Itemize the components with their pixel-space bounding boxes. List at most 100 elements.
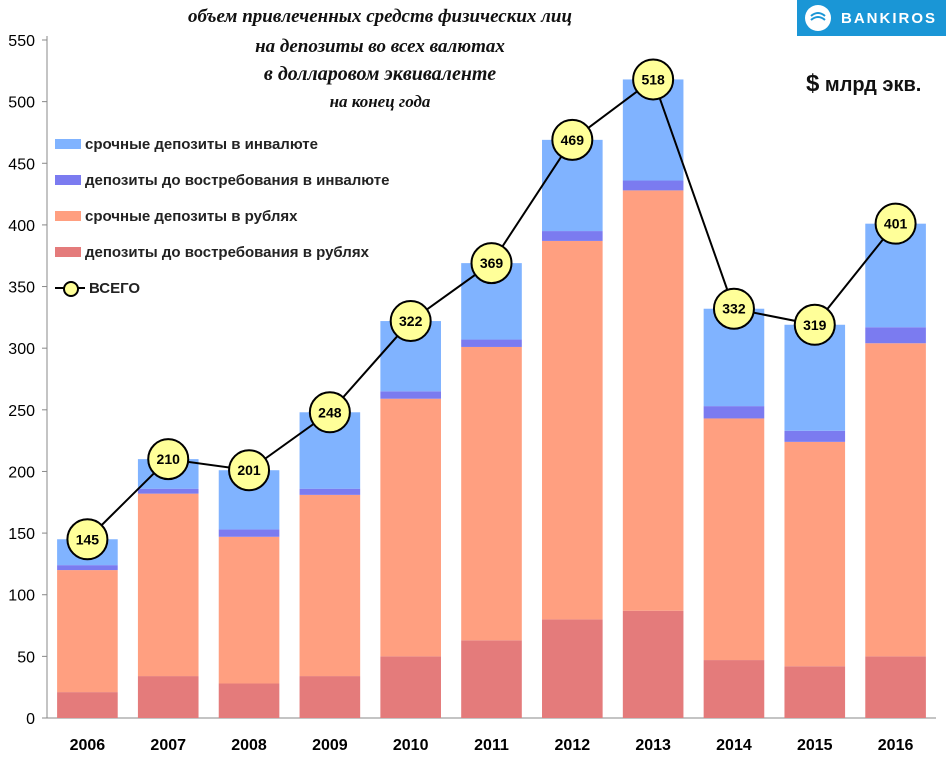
y-tick-label: 0 <box>26 711 35 728</box>
y-tick-label: 100 <box>8 588 35 605</box>
bar-segment <box>865 343 926 657</box>
y-tick-label: 250 <box>8 403 35 420</box>
chart-title-line-3: в долларовом эквиваленте <box>263 63 497 85</box>
bar-segment <box>137 676 199 718</box>
bar-segment <box>299 494 361 677</box>
units-label: $ млрд экв. <box>806 70 921 98</box>
legend-item: срочные депозиты в рублях <box>55 206 297 226</box>
legend-swatch <box>55 139 81 149</box>
total-point-marker <box>793 303 836 346</box>
x-tick-label: 2011 <box>474 737 509 754</box>
total-point-marker <box>551 118 594 161</box>
total-data-label: 518 <box>641 71 665 87</box>
y-tick-label: 550 <box>8 33 35 50</box>
y-tick-label: 350 <box>8 280 35 297</box>
bar-segment <box>622 190 684 611</box>
x-tick-label: 2008 <box>231 737 267 754</box>
total-point-marker <box>470 242 513 285</box>
legend-swatch <box>55 211 81 221</box>
x-tick-label: 2014 <box>716 737 752 754</box>
bar-segment <box>380 391 441 399</box>
total-data-label: 145 <box>76 531 100 547</box>
legend-item: депозиты до востребования в инвалюте <box>55 170 389 190</box>
total-point-marker <box>66 518 109 561</box>
units-symbol: $ <box>806 70 820 97</box>
x-tick-label: 2009 <box>312 737 348 754</box>
legend-item-total: ВСЕГО <box>55 278 140 298</box>
bar-segment <box>865 656 926 718</box>
legend-swatch <box>55 247 81 257</box>
chart-title-line-1: объем привлеченных средств физических ли… <box>187 6 573 27</box>
bar-segment <box>461 339 522 347</box>
bar-segment <box>703 406 765 419</box>
total-data-label: 210 <box>157 451 181 467</box>
bar-segment <box>703 660 765 718</box>
total-data-label: 201 <box>237 462 261 478</box>
total-data-label: 469 <box>561 132 585 148</box>
y-tick-label: 400 <box>8 218 35 235</box>
x-tick-label: 2012 <box>555 737 591 754</box>
legend-label: депозиты до востребования в рублях <box>85 243 369 261</box>
total-data-label: 401 <box>884 216 908 232</box>
chart-title-line-2: на депозиты во всех валютах <box>255 36 505 57</box>
legend-label: депозиты до востребования в инвалюте <box>85 171 390 189</box>
bar-segment <box>461 640 522 718</box>
total-point-marker <box>712 287 755 330</box>
total-point-marker <box>632 58 675 101</box>
total-point-marker <box>389 300 432 343</box>
brand-banner: BANKIROS <box>797 0 946 36</box>
units-text: млрд экв. <box>824 74 922 96</box>
bar-segment <box>218 529 280 537</box>
bar-segment <box>218 536 280 684</box>
total-data-label: 248 <box>318 404 342 420</box>
x-tick-label: 2016 <box>878 737 914 754</box>
total-data-label: 319 <box>803 317 827 333</box>
bar-segment <box>865 327 926 344</box>
bar-segment <box>137 488 199 494</box>
bar-segment <box>137 493 199 677</box>
total-point-marker <box>228 449 271 492</box>
bar-segment <box>784 666 846 718</box>
x-tick-labels: 2006 2007 2008 2009 2010 2011 2012 2013 2014 2015… <box>70 737 914 754</box>
brand-logo-icon <box>805 5 831 31</box>
bar-segment <box>542 619 603 718</box>
x-tick-label: 2007 <box>150 737 186 754</box>
bar-segment <box>461 346 522 641</box>
bar-segment <box>299 488 361 495</box>
x-tick-label: 2006 <box>70 737 106 754</box>
total-data-label: 322 <box>399 313 423 329</box>
y-tick-label: 50 <box>17 649 35 666</box>
bar-segment <box>218 683 280 718</box>
y-tick-label: 450 <box>8 156 35 173</box>
total-point-marker <box>308 391 351 434</box>
y-tick-label: 150 <box>8 526 35 543</box>
bar-segment <box>380 398 441 657</box>
bar-segment <box>542 240 603 620</box>
bar-segment <box>299 676 361 718</box>
total-data-label: 369 <box>480 255 504 271</box>
legend-swatch <box>55 175 81 185</box>
y-tick-label: 200 <box>8 464 35 481</box>
legend-label: срочные депозиты в инвалюте <box>85 135 318 153</box>
legend-label: ВСЕГО <box>89 279 141 297</box>
chart-title-line-4: на конец года <box>329 92 431 111</box>
legend-item: депозиты до востребования в рублях <box>55 242 369 262</box>
brand-name: BANKIROS <box>841 9 938 27</box>
total-point-marker <box>874 202 917 245</box>
bar-segment <box>380 656 441 718</box>
total-data-label: 332 <box>722 301 746 317</box>
total-point-marker <box>147 438 190 481</box>
y-tick-label: 500 <box>8 95 35 112</box>
legend-label: срочные депозиты в рублях <box>85 207 298 225</box>
bars <box>57 79 926 718</box>
bar-segment <box>622 180 684 191</box>
total-points: 145 210 201 248 322 369 469 518 332 319 401 <box>66 58 917 561</box>
bar-segment <box>703 418 765 661</box>
legend-item: срочные депозиты в инвалюте <box>55 134 318 154</box>
bar-segment <box>784 430 846 442</box>
x-tick-label: 2013 <box>635 737 671 754</box>
y-tick-labels: 0 50 100 150 200 250 300 350 400 450 500 550 <box>8 33 35 728</box>
bar-segment <box>57 692 118 718</box>
bar-segment <box>784 441 846 667</box>
